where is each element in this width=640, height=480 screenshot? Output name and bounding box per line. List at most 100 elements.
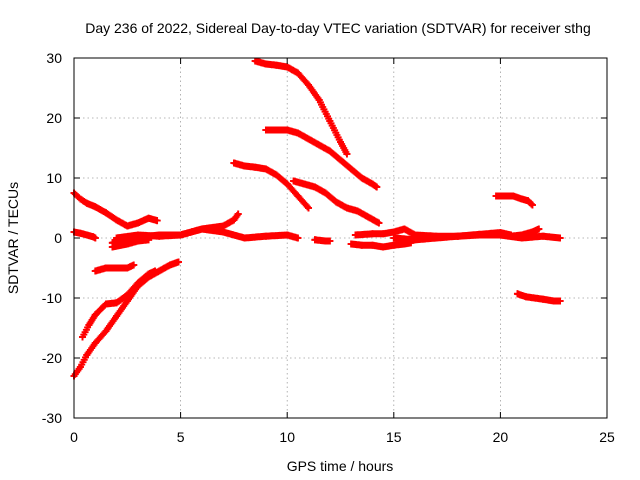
data-point — [332, 198, 340, 206]
data-point — [155, 232, 163, 240]
data-point — [273, 171, 281, 179]
data-point — [145, 214, 153, 222]
series-trace-12 — [290, 177, 383, 227]
series-trace-5 — [91, 261, 138, 275]
data-point — [507, 232, 515, 240]
series-trace-10 — [251, 57, 351, 158]
data-point — [294, 234, 302, 242]
data-point — [174, 258, 182, 266]
data-point — [351, 231, 359, 239]
data-point — [501, 192, 509, 200]
data-point — [375, 219, 383, 227]
data-point — [400, 225, 408, 233]
data-point — [528, 201, 536, 209]
x-tick-label: 25 — [599, 429, 615, 445]
series-trace-7 — [113, 225, 302, 242]
data-point — [79, 333, 87, 341]
data-point — [123, 222, 131, 230]
data-point — [283, 180, 291, 188]
data-point — [337, 156, 344, 164]
x-tick-label: 10 — [279, 429, 295, 445]
data-point — [322, 189, 330, 197]
data-point — [411, 236, 419, 244]
x-tick-label: 0 — [70, 429, 78, 445]
data-point — [305, 204, 313, 212]
series-trace-4 — [79, 267, 159, 341]
data-point — [108, 239, 116, 247]
series-trace-17 — [492, 192, 536, 209]
data-point — [354, 207, 362, 215]
data-point — [91, 339, 99, 347]
series-trace-19 — [507, 225, 543, 240]
x-tick-label: 5 — [177, 429, 185, 445]
data-point — [241, 234, 249, 242]
data-point — [294, 192, 302, 200]
data-point — [230, 159, 238, 167]
y-tick-label: 0 — [54, 230, 62, 246]
data-point — [113, 299, 121, 307]
data-point — [368, 180, 376, 188]
data-point — [219, 228, 227, 236]
data-point — [83, 231, 91, 239]
data-point — [283, 126, 291, 134]
series-trace-11 — [262, 126, 381, 191]
data-point — [300, 180, 308, 188]
x-tick-label: 15 — [386, 429, 402, 445]
data-point — [123, 234, 131, 242]
data-point — [219, 222, 227, 230]
data-point — [294, 69, 302, 77]
data-point — [305, 135, 313, 143]
data-point — [290, 177, 298, 185]
data-point — [91, 311, 99, 319]
data-point — [368, 241, 376, 249]
data-point — [315, 141, 323, 149]
data-point — [390, 241, 398, 249]
data-point — [535, 225, 543, 233]
data-point — [145, 236, 153, 244]
y-tick-label: -30 — [42, 410, 62, 426]
data-point — [311, 236, 319, 244]
y-axis-label: SDTVAR / TECUs — [5, 182, 21, 294]
data-point — [524, 197, 532, 205]
data-point — [123, 297, 131, 305]
data-point — [123, 291, 131, 299]
data-point — [262, 60, 270, 68]
series-trace-13 — [311, 236, 334, 245]
data-point — [102, 209, 110, 217]
data-point — [83, 199, 91, 207]
axes: 0 5 10 15 20 25 -30 -20 -10 0 10 20 30 — [42, 50, 615, 445]
data-point — [528, 228, 536, 236]
data-point — [390, 228, 398, 236]
data-point — [230, 216, 238, 224]
data-point — [518, 195, 526, 203]
data-point — [262, 165, 270, 173]
data-point — [358, 174, 366, 182]
data-point — [273, 126, 281, 134]
data-point — [113, 216, 121, 224]
data-point — [337, 138, 344, 146]
y-tick-label: 20 — [46, 110, 62, 126]
data-point — [198, 225, 206, 233]
data-points — [70, 57, 564, 380]
series-trace-14 — [347, 239, 415, 251]
data-point — [550, 297, 558, 305]
y-tick-label: -20 — [42, 350, 62, 366]
data-point — [134, 279, 142, 287]
data-point — [134, 219, 142, 227]
data-point — [379, 230, 387, 238]
data-point — [151, 267, 159, 275]
data-point — [347, 165, 355, 173]
data-point — [539, 232, 547, 240]
series-trace-1 — [70, 189, 161, 230]
data-point — [539, 295, 547, 303]
data-point — [251, 57, 259, 65]
data-point — [91, 203, 99, 211]
data-point — [102, 264, 110, 272]
data-point — [113, 312, 121, 320]
data-point — [454, 232, 462, 240]
data-point — [492, 192, 500, 200]
data-point — [496, 231, 504, 239]
data-point — [283, 231, 291, 239]
data-point — [241, 162, 249, 170]
data-point — [432, 234, 440, 242]
